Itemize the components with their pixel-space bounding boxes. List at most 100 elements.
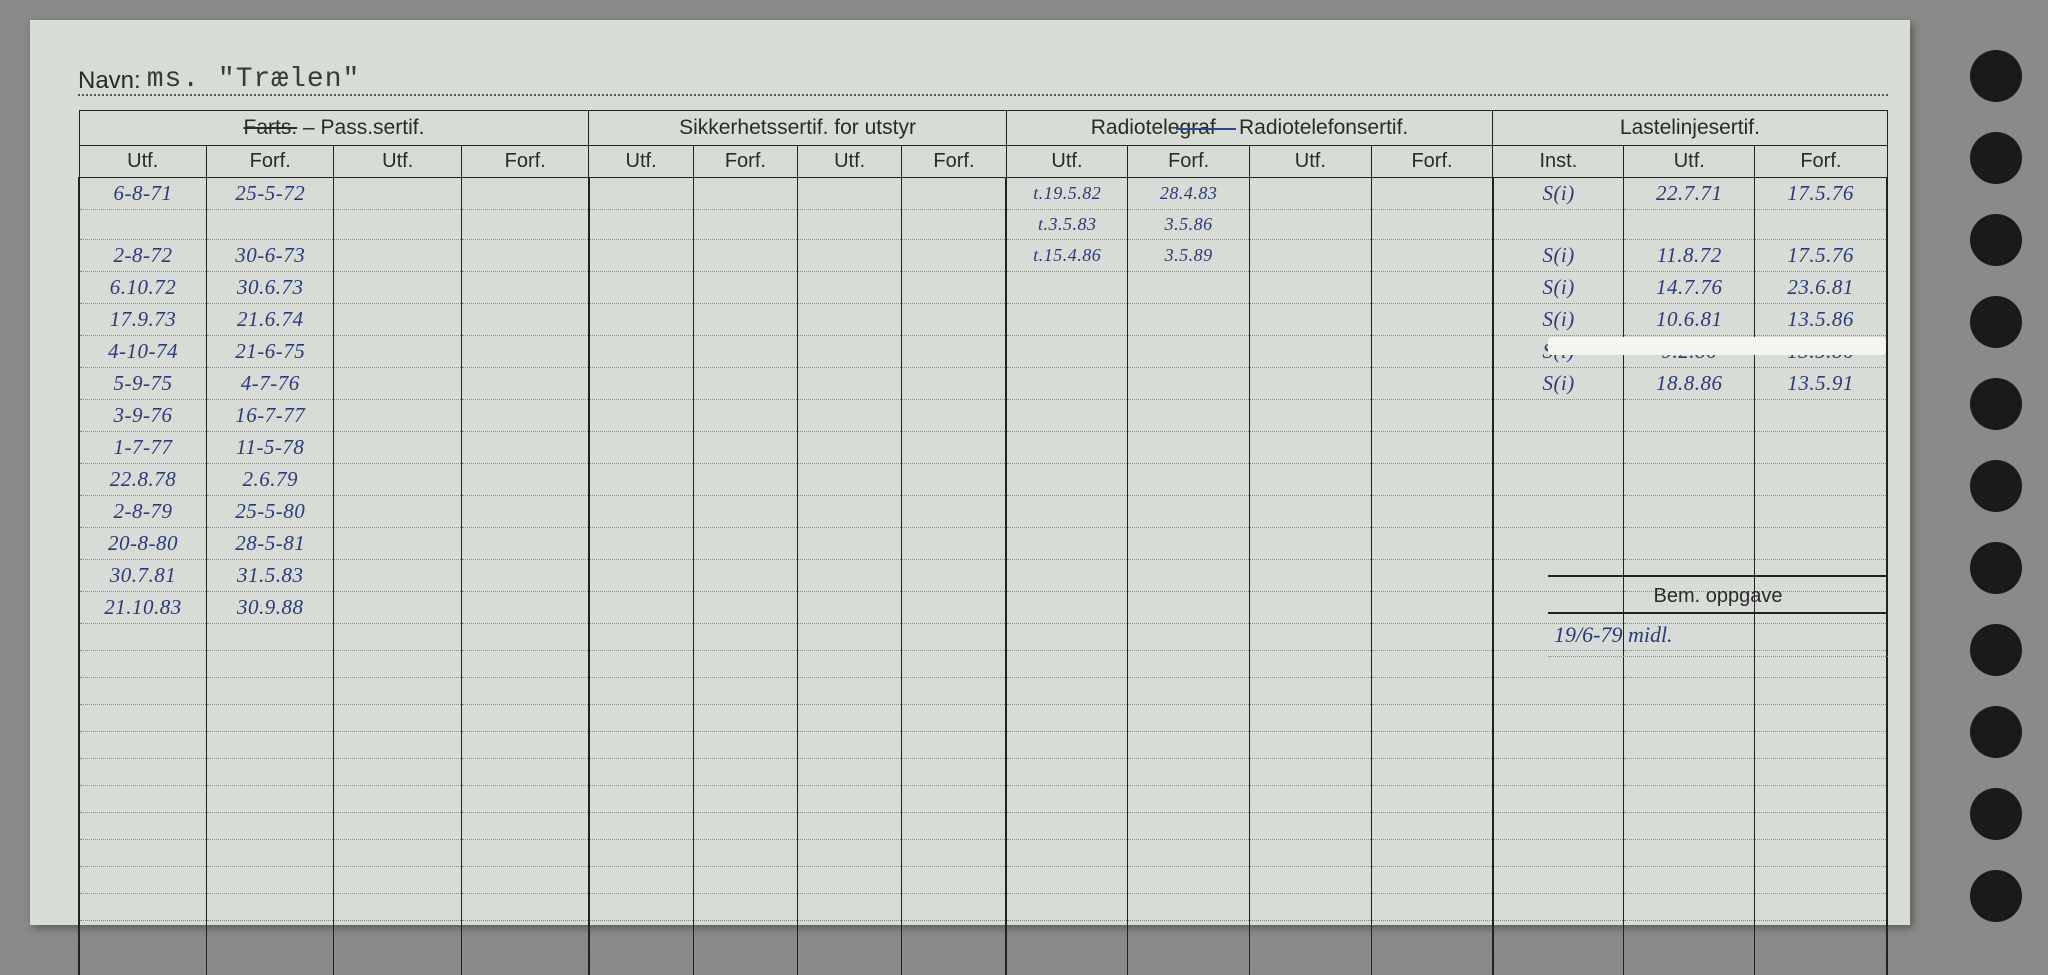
- hole-icon: [1970, 296, 2022, 348]
- cell: [1624, 786, 1755, 813]
- cell: 28-5-81: [206, 528, 333, 560]
- cell: [902, 272, 1006, 304]
- cell: [1624, 867, 1755, 894]
- cell: [461, 336, 588, 368]
- cell: [589, 678, 693, 705]
- cell: [693, 948, 797, 975]
- cell: [589, 948, 693, 975]
- cell: [1371, 304, 1493, 336]
- cell: [589, 400, 693, 432]
- cell: [902, 786, 1006, 813]
- cell: 11.8.72: [1624, 240, 1755, 272]
- cell: [1493, 813, 1624, 840]
- group-radio: Radiotelegraf – Radiotelefonsertif.: [1006, 111, 1493, 146]
- cell: [1371, 624, 1493, 651]
- cell: [1493, 921, 1624, 948]
- cell: [589, 210, 693, 240]
- cell: 23.6.81: [1755, 272, 1887, 304]
- table-row: 17.9.7321.6.74S(i)10.6.8113.5.86: [79, 304, 1887, 336]
- cell: [1755, 948, 1887, 975]
- cell: [1006, 786, 1128, 813]
- cell: [693, 705, 797, 732]
- cell: [1624, 921, 1755, 948]
- cell: [334, 592, 461, 624]
- cell: [798, 948, 902, 975]
- table-row: [79, 921, 1887, 948]
- cell: 1-7-77: [79, 432, 206, 464]
- cell: [1006, 732, 1128, 759]
- cell: [1371, 678, 1493, 705]
- cell: [798, 210, 902, 240]
- table-row: 1-7-7711-5-78: [79, 432, 1887, 464]
- cell: [461, 432, 588, 464]
- cell: [1006, 840, 1128, 867]
- table-row: [79, 894, 1887, 921]
- cell: [589, 921, 693, 948]
- cell: [902, 867, 1006, 894]
- cell: [206, 705, 333, 732]
- cell: [206, 894, 333, 921]
- table-row: t.3.5.833.5.86: [79, 210, 1887, 240]
- cell: [1128, 921, 1250, 948]
- cell: 25-5-72: [206, 178, 333, 210]
- cell: [206, 840, 333, 867]
- cell: [1128, 272, 1250, 304]
- cell: [334, 240, 461, 272]
- cell: [461, 948, 588, 975]
- cell: [1128, 759, 1250, 786]
- cell: [589, 240, 693, 272]
- cell: [1624, 400, 1755, 432]
- cell: [1128, 732, 1250, 759]
- cell: [1250, 759, 1372, 786]
- cell: [693, 496, 797, 528]
- cell: [902, 528, 1006, 560]
- cell: [461, 678, 588, 705]
- cell: [589, 368, 693, 400]
- cell: [1755, 921, 1887, 948]
- cell: [1250, 464, 1372, 496]
- cell: [1493, 705, 1624, 732]
- group-lastelinje: Lastelinjesertif.: [1493, 111, 1887, 146]
- cell: [798, 464, 902, 496]
- cell: [798, 921, 902, 948]
- cell: [902, 240, 1006, 272]
- cell: [589, 272, 693, 304]
- cell: S(i): [1493, 272, 1624, 304]
- cell: [1128, 813, 1250, 840]
- cell: [206, 678, 333, 705]
- navn-value: ms. "Trælen": [147, 64, 361, 95]
- cell: [1250, 678, 1372, 705]
- navn-dotted-rule: [78, 94, 1888, 96]
- cell: [461, 867, 588, 894]
- cell: [1128, 560, 1250, 592]
- cell: [1624, 678, 1755, 705]
- cell: [334, 948, 461, 975]
- cell: [206, 921, 333, 948]
- cell: [1006, 678, 1128, 705]
- cell: [1128, 840, 1250, 867]
- cell: [1371, 759, 1493, 786]
- cell: [798, 678, 902, 705]
- cell: [693, 894, 797, 921]
- cell: [1371, 732, 1493, 759]
- cell: [334, 178, 461, 210]
- cell: [1006, 272, 1128, 304]
- cell: [1624, 840, 1755, 867]
- cell: [1006, 948, 1128, 975]
- cell: [1755, 432, 1887, 464]
- cell: [1493, 732, 1624, 759]
- cell: [1250, 894, 1372, 921]
- hole-icon: [1970, 214, 2022, 266]
- cell: [693, 786, 797, 813]
- cell: [902, 178, 1006, 210]
- cell: [1371, 948, 1493, 975]
- cell: t.19.5.82: [1006, 178, 1128, 210]
- cell: [461, 840, 588, 867]
- cell: [1371, 336, 1493, 368]
- cell: [461, 759, 588, 786]
- cell: [1250, 400, 1372, 432]
- cell: [693, 867, 797, 894]
- cell: [693, 240, 797, 272]
- cell: [693, 921, 797, 948]
- cell: [798, 496, 902, 528]
